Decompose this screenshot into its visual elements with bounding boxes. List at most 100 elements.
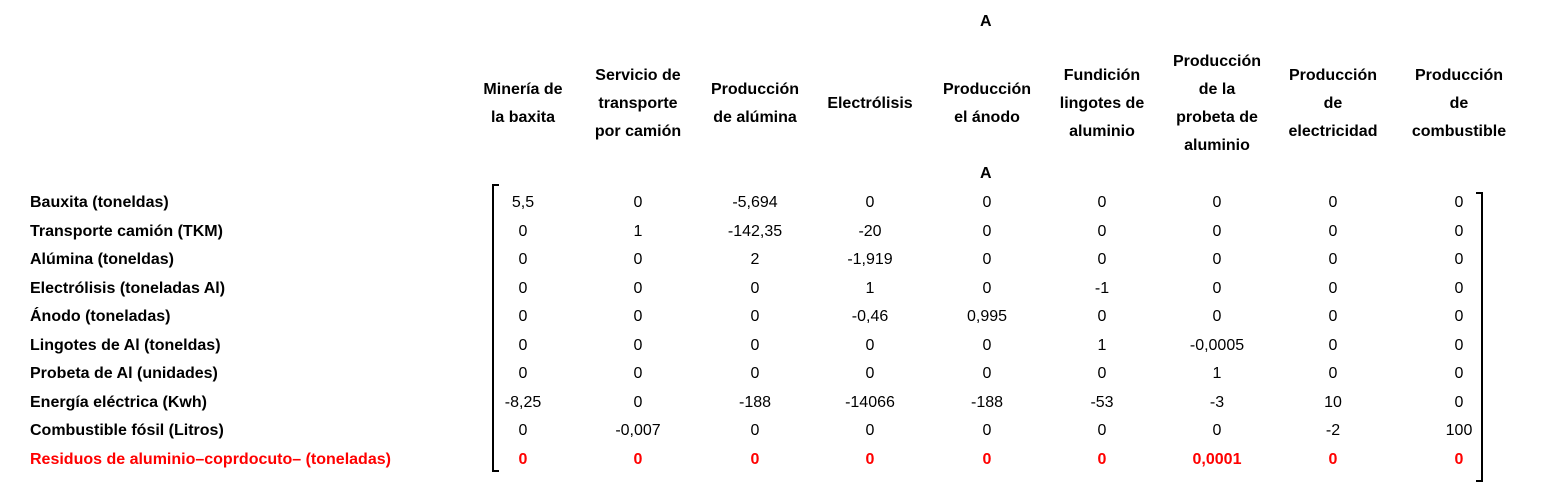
- matrix-cell: -53: [1090, 393, 1114, 411]
- row-label: Energía eléctrica (Kwh): [30, 393, 207, 411]
- matrix-cell: 0: [982, 251, 992, 268]
- matrix-cell: 0: [1328, 365, 1338, 382]
- matrix-cell: 0: [1097, 422, 1107, 439]
- matrix-left-bracket: [492, 184, 499, 472]
- row-label: Transporte camión (TKM): [30, 222, 223, 240]
- matrix-cell: 0: [633, 450, 643, 468]
- matrix-cell: 1: [633, 222, 643, 240]
- matrix-cell: 0: [518, 279, 528, 297]
- matrix-cell: 0: [1212, 222, 1222, 240]
- matrix-cell: 0: [633, 336, 643, 354]
- matrix-cell: 0: [750, 336, 760, 354]
- matrix-cell: 1: [865, 279, 875, 297]
- matrix-cell: 0: [633, 308, 643, 325]
- matrix-cell: 0: [865, 336, 875, 354]
- matrix-cell: -1,919: [847, 251, 893, 268]
- matrix-cell: 0: [1097, 450, 1107, 468]
- matrix-cell: 0: [518, 222, 528, 240]
- matrix-cell: -188: [970, 393, 1004, 411]
- matrix-cell: 0: [1097, 308, 1107, 325]
- row-label: Ánodo (toneladas): [30, 308, 171, 325]
- matrix-cell: 0: [518, 365, 528, 382]
- column-header: Servicio de transporte por camión: [594, 67, 682, 140]
- row-label: Alúmina (toneldas): [30, 251, 175, 268]
- matrix-cell: 0: [518, 422, 528, 439]
- matrix-cell: 0: [1328, 194, 1338, 211]
- row-label: Probeta de Al (unidades): [30, 365, 218, 382]
- matrix-cell: 0: [633, 194, 643, 211]
- matrix-cell: -20: [858, 222, 882, 240]
- matrix-cell: 0: [1328, 336, 1338, 354]
- matrix-cell: 0: [1212, 308, 1222, 325]
- matrix-top-title: A: [980, 13, 992, 30]
- matrix-cell: 0: [518, 336, 528, 354]
- matrix-cell: 0: [750, 450, 760, 468]
- matrix-cell: 0: [865, 450, 875, 468]
- matrix-cell: 0: [1328, 308, 1338, 325]
- matrix-cell: 0: [1328, 450, 1338, 468]
- matrix-cell: 5,5: [511, 194, 535, 211]
- matrix-cell: 0: [1212, 251, 1222, 268]
- matrix-cell: 0: [865, 365, 875, 382]
- matrix-cell: 0,995: [966, 308, 1008, 325]
- matrix-cell: 0: [750, 365, 760, 382]
- matrix-cell: 0,0001: [1192, 450, 1242, 468]
- matrix-cell: -0,46: [851, 308, 889, 325]
- matrix-cell: 0: [1212, 194, 1222, 211]
- matrix-cell: 0: [1454, 336, 1464, 354]
- matrix-cell: 0: [865, 194, 875, 211]
- matrix-cell: 0: [1454, 365, 1464, 382]
- matrix-cell: 0: [1328, 222, 1338, 240]
- matrix-cell: -0,007: [615, 422, 661, 439]
- matrix-cell: 0: [865, 422, 875, 439]
- matrix-cell: 0: [633, 365, 643, 382]
- matrix-cell: -3: [1209, 393, 1225, 411]
- matrix-cell: 0: [1454, 450, 1464, 468]
- column-header: Producción el ánodo: [942, 81, 1031, 126]
- column-header: Producción de alúmina: [710, 81, 799, 126]
- matrix-cell: 0: [982, 279, 992, 297]
- matrix-cell: -5,694: [732, 194, 778, 211]
- matrix-cell: 0: [1328, 279, 1338, 297]
- matrix-cell: -142,35: [727, 222, 783, 240]
- matrix-right-bracket: [1476, 192, 1483, 482]
- matrix-cell: 0: [1454, 251, 1464, 268]
- matrix-cell: 0: [982, 194, 992, 211]
- matrix-cell: 0: [750, 279, 760, 297]
- matrix-cell: 0: [1454, 279, 1464, 297]
- matrix-cell: 0: [1097, 222, 1107, 240]
- row-label: Bauxita (toneldas): [30, 194, 169, 211]
- column-header: Producción de la probeta de aluminio: [1172, 53, 1261, 154]
- matrix-cell: -1: [1094, 279, 1110, 297]
- row-label: Lingotes de Al (toneldas): [30, 336, 221, 354]
- matrix-cell: 0: [518, 308, 528, 325]
- matrix-cell: -0,0005: [1189, 336, 1245, 354]
- column-header: Fundición lingotes de aluminio: [1059, 67, 1145, 140]
- matrix-cell: 100: [1445, 422, 1473, 439]
- matrix-cell: 0: [1454, 393, 1464, 411]
- matrix-cell: 0: [982, 450, 992, 468]
- row-label: Electrólisis (toneladas Al): [30, 279, 226, 297]
- matrix-cell: 0: [1212, 422, 1222, 439]
- matrix-cell: 0: [518, 450, 528, 468]
- matrix-cell: -188: [738, 393, 772, 411]
- matrix-cell: 0: [633, 393, 643, 411]
- matrix-cell: 0: [982, 336, 992, 354]
- matrix-cell: -14066: [845, 393, 895, 411]
- matrix-cell: 0: [750, 308, 760, 325]
- matrix-cell: 10: [1324, 393, 1342, 411]
- matrix-cell: 0: [518, 251, 528, 268]
- matrix-cell: 0: [1454, 308, 1464, 325]
- matrix-cell: -8,25: [504, 393, 542, 411]
- matrix-cell: 0: [1212, 279, 1222, 297]
- matrix-cell: 0: [982, 422, 992, 439]
- matrix-cell: 0: [750, 422, 760, 439]
- row-label: Combustible fósil (Litros): [30, 422, 224, 439]
- matrix-cell: 0: [982, 365, 992, 382]
- matrix-cell: 0: [1097, 194, 1107, 211]
- column-header: Producción de electricidad: [1288, 67, 1378, 140]
- matrix-cell: -2: [1325, 422, 1341, 439]
- matrix-cell: 0: [1454, 222, 1464, 240]
- column-header: Producción de combustible: [1411, 67, 1507, 140]
- column-header: Electrólisis: [827, 95, 913, 112]
